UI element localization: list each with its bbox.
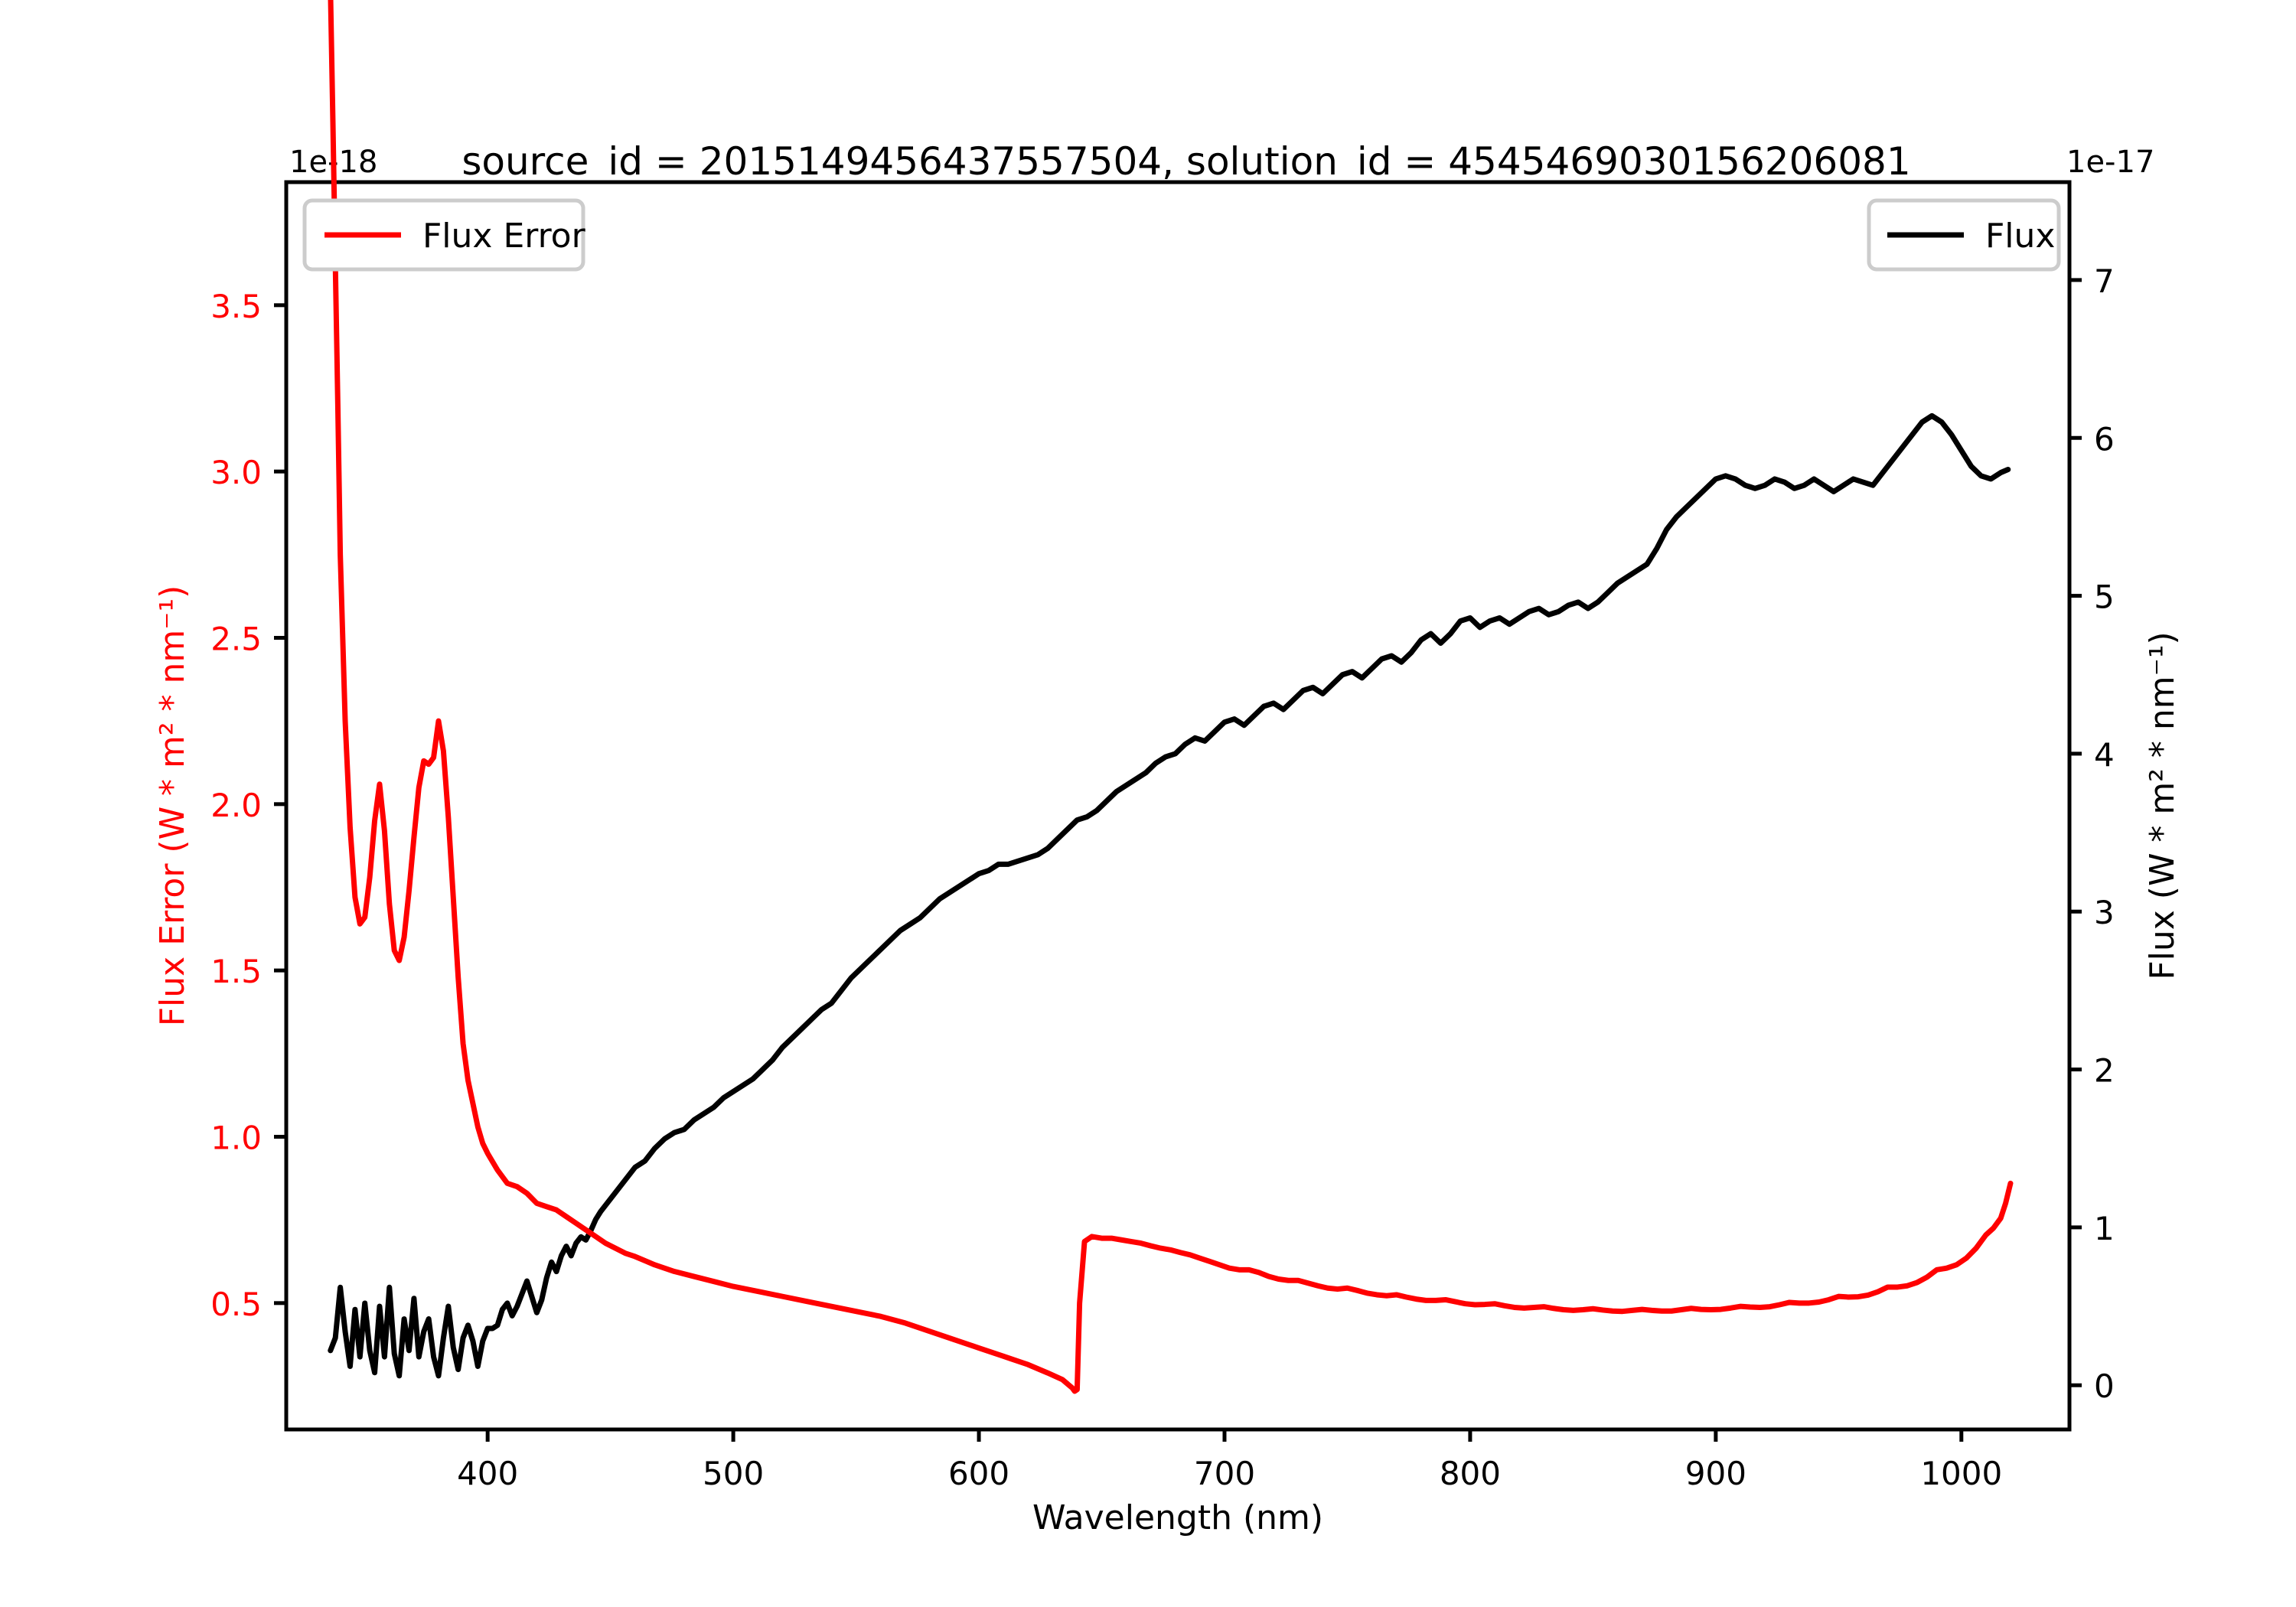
flux-curve: [328, 412, 2011, 1379]
plot-title: source_id = 2015149456437557504, solutio…: [461, 139, 1910, 184]
left-y-tick-label: 1.0: [210, 1119, 262, 1156]
x-tick-label: 800: [1440, 1455, 1501, 1492]
legend-flux-error-label: Flux Error: [422, 217, 586, 256]
data-curves: [328, 0, 2014, 1394]
left-y-axis-label: Flux Error (W * m² * nm⁻¹): [153, 585, 192, 1027]
left-y-tick-label: 3.5: [210, 288, 262, 325]
right-y-tick-label: 4: [2094, 736, 2115, 774]
x-tick-label: 900: [1685, 1455, 1746, 1492]
left-y-tick-label: 1.5: [210, 953, 262, 990]
legend-flux[interactable]: Flux: [1867, 198, 2061, 272]
right-axis-ticks: 0 1 2 3 4 5 6 7: [2069, 262, 2115, 1405]
legend-flux-error[interactable]: Flux Error: [302, 198, 586, 272]
right-y-tick-label: 5: [2094, 579, 2115, 616]
x-tick-label: 500: [703, 1455, 764, 1492]
x-axis-label: Wavelength (nm): [1032, 1498, 1323, 1537]
right-y-tick-label: 1: [2094, 1210, 2115, 1247]
right-y-axis-label: Flux (W * m² * nm⁻¹): [2143, 631, 2182, 980]
right-y-tick-label: 2: [2094, 1052, 2115, 1090]
legend-flux-error-box: [302, 198, 585, 272]
legend-flux-label: Flux: [1985, 217, 2055, 256]
left-axis-ticks: 0.5 1.0 1.5 2.0 2.5 3.0 3.5: [210, 288, 286, 1323]
x-tick-label: 1000: [1920, 1455, 2002, 1492]
x-tick-label: 600: [948, 1455, 1009, 1492]
flux-error-curve: [328, 0, 2014, 1394]
right-y-tick-label: 7: [2094, 262, 2115, 300]
x-axis-ticks: 400 500 600 700 800 900 1000: [457, 1429, 2002, 1492]
x-tick-label: 400: [457, 1455, 518, 1492]
right-y-tick-label: 3: [2094, 894, 2115, 931]
x-tick-label: 700: [1194, 1455, 1255, 1492]
left-y-tick-label: 0.5: [210, 1286, 262, 1323]
right-y-tick-label: 0: [2094, 1367, 2115, 1405]
right-y-tick-label: 6: [2094, 420, 2115, 458]
left-y-tick-label: 3.0: [210, 454, 262, 491]
right-axis-offset-text: 1e-17: [2066, 145, 2154, 180]
left-y-tick-label: 2.5: [210, 620, 262, 657]
left-y-tick-label: 2.0: [210, 787, 262, 824]
